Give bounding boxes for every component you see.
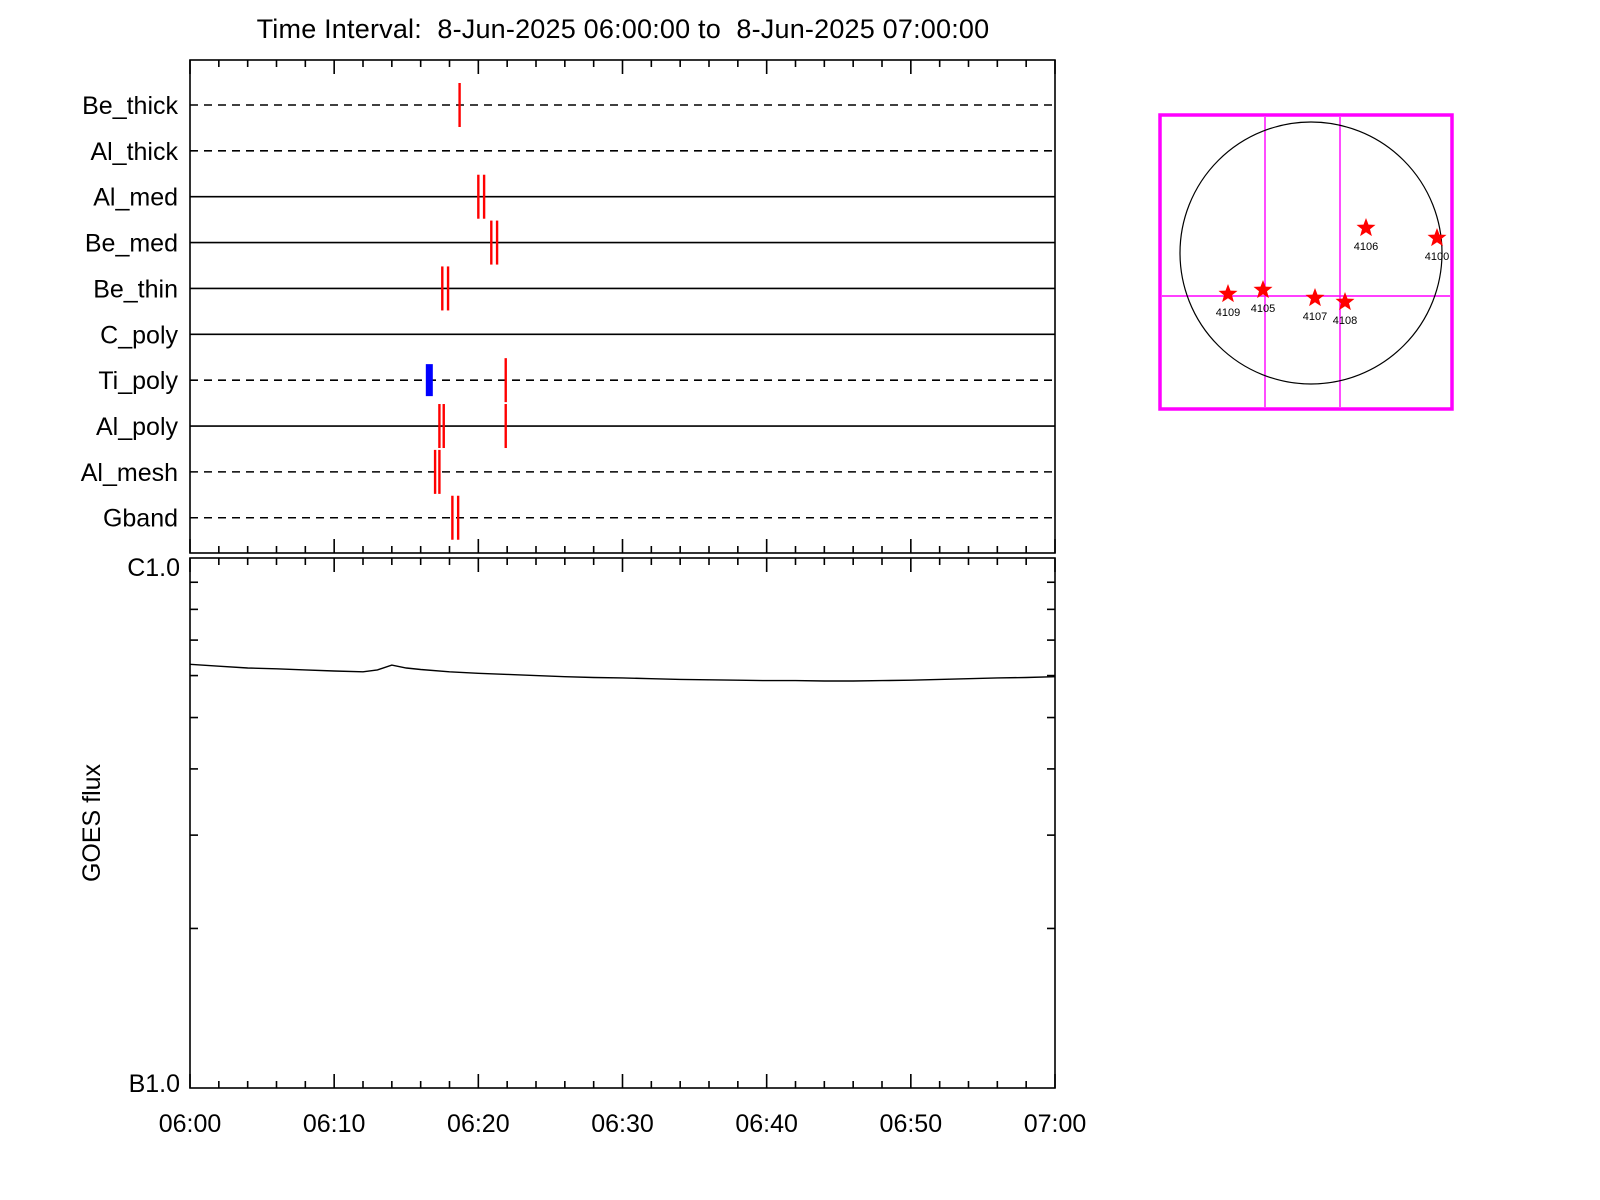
active-region-label: 4108: [1333, 315, 1357, 327]
x-axis-tick-label: 06:20: [447, 1110, 510, 1138]
plot-title: Time Interval: 8-Jun-2025 06:00:00 to 8-…: [256, 14, 990, 44]
active-region-star: [1427, 228, 1447, 247]
filter-row-label: Al_poly: [96, 413, 178, 441]
goes-ylabel: GOES flux: [78, 763, 106, 882]
active-region-star: [1253, 280, 1273, 299]
goes-flux-curve: [189, 663, 1056, 682]
filter-row-label: C_poly: [100, 321, 178, 349]
filter-row-label: Be_thin: [93, 275, 178, 303]
x-axis-tick-label: 06:50: [880, 1110, 943, 1138]
y-axis-label-top: C1.0: [127, 554, 180, 582]
active-region-label: 4109: [1216, 307, 1240, 319]
active-region-star: [1305, 288, 1325, 307]
filter-row-label: Al_med: [93, 184, 178, 212]
filter-row-label: Al_mesh: [81, 459, 178, 487]
filter-row-label: Gband: [103, 505, 178, 533]
filter-row-label: Be_thick: [82, 92, 178, 120]
active-region-label: 4100: [1425, 251, 1449, 263]
filter-row-label: Ti_poly: [98, 367, 178, 395]
x-axis-tick-label: 06:00: [159, 1110, 222, 1138]
timeline-panel-frame: [189, 59, 1056, 554]
inset-border: [1158, 113, 1454, 411]
timeline-and-goes-plot: Be_thick Al_thick Al_med Be_med Be_thin C_pol…: [78, 59, 1087, 1138]
active-region-star: [1218, 284, 1238, 303]
active-region-label: 4105: [1251, 303, 1275, 315]
solar-disk-inset: 4106 4100 4109 4105 4107 4108: [1158, 113, 1454, 411]
filter-row-label: Be_med: [85, 230, 178, 258]
goes-panel-frame: [189, 557, 1056, 1089]
x-axis-tick-label: 06:40: [735, 1110, 798, 1138]
active-region-star: [1335, 292, 1355, 311]
x-axis-tick-label: 07:00: [1024, 1110, 1087, 1138]
x-axis-tick-label: 06:30: [591, 1110, 654, 1138]
active-region-star: [1356, 218, 1376, 237]
filter-row-label: Al_thick: [90, 138, 178, 166]
solar-limb-circle: [1179, 121, 1443, 385]
y-axis-label-bottom: B1.0: [129, 1070, 180, 1098]
x-axis-tick-label: 06:10: [303, 1110, 366, 1138]
active-region-label: 4107: [1303, 311, 1327, 323]
active-region-label: 4106: [1354, 241, 1378, 253]
